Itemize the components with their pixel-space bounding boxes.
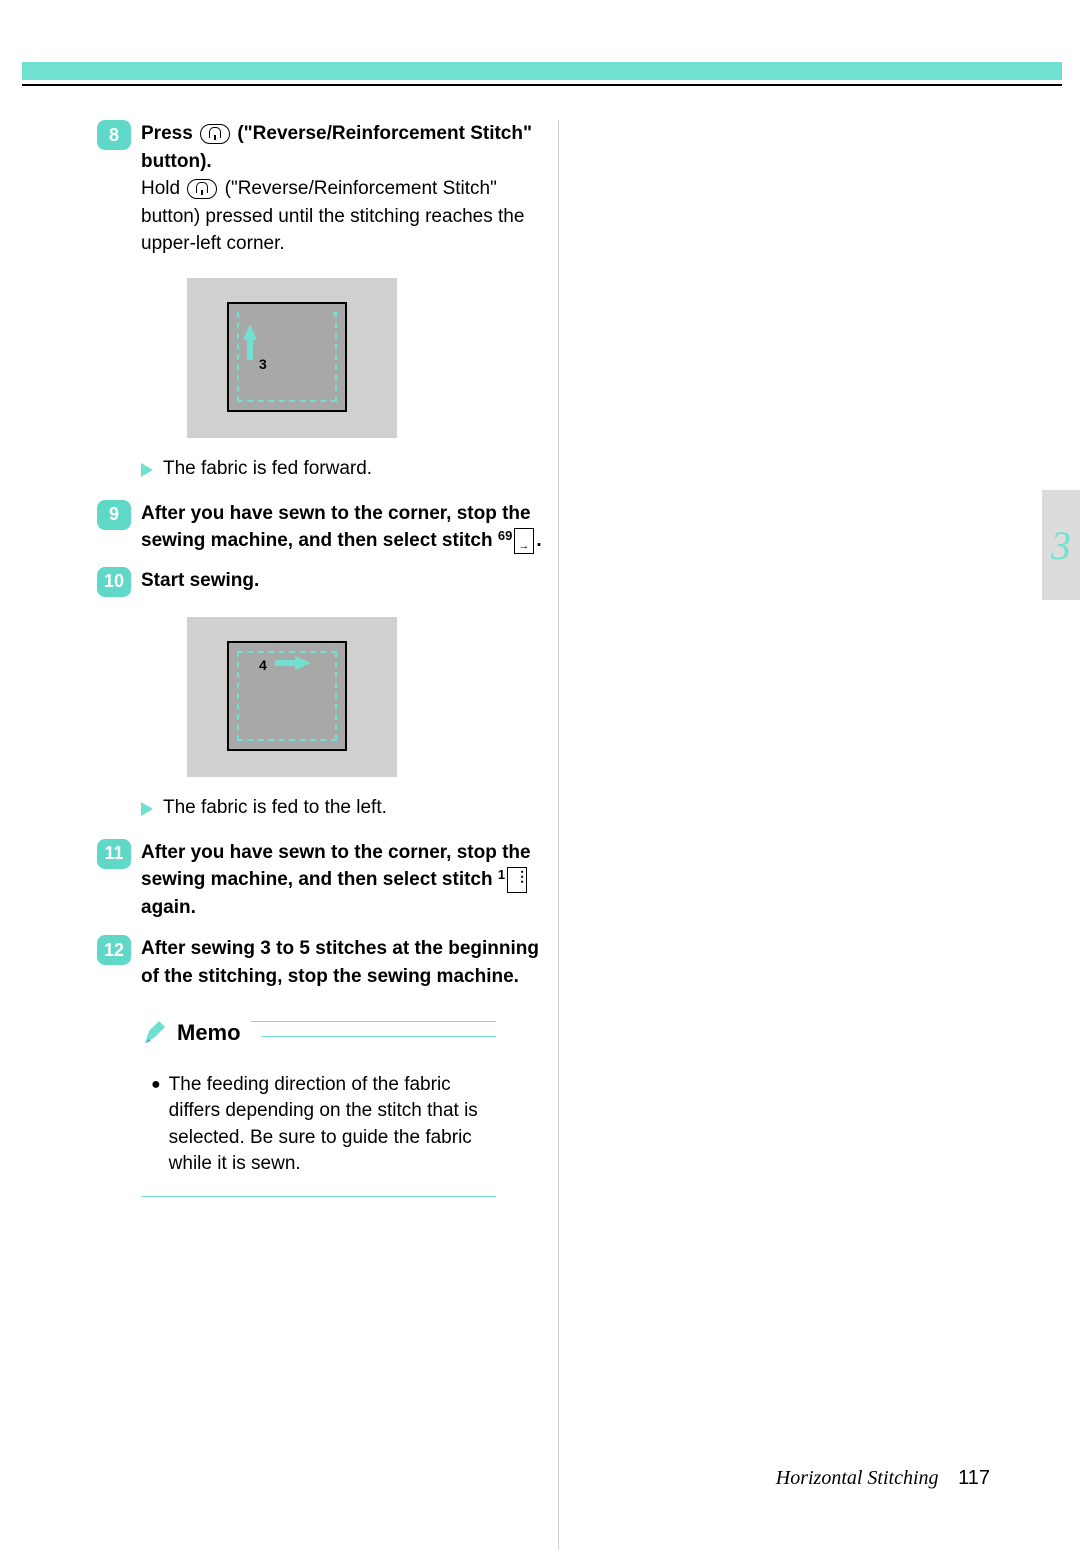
memo-pencil-icon — [141, 1019, 169, 1047]
step-12: 12 After sewing 3 to 5 stitches at the b… — [97, 935, 547, 990]
header-accent-band — [22, 62, 1062, 80]
step-title-part: Press — [141, 123, 198, 144]
memo-text: The feeding direction of the fabric diff… — [169, 1072, 486, 1178]
column-divider — [558, 120, 559, 1550]
memo-rule — [261, 1036, 496, 1038]
memo-title: Memo — [177, 1020, 241, 1046]
step-8: 8 Press ("Reverse/Reinforcement Stitch" … — [97, 120, 547, 258]
diagram-fabric: 4 — [227, 641, 347, 751]
bullet-icon: ● — [151, 1074, 161, 1178]
stitch-number: 69 — [498, 528, 512, 543]
stitch-path — [333, 312, 337, 316]
step-title-part: again. — [141, 897, 196, 918]
stitch-icon-69 — [514, 528, 534, 554]
reverse-stitch-button-icon — [187, 179, 217, 199]
step-body: Press ("Reverse/Reinforcement Stitch" bu… — [141, 120, 547, 258]
main-content: 8 Press ("Reverse/Reinforcement Stitch" … — [97, 120, 547, 1197]
step-desc-part: Hold — [141, 178, 185, 199]
step-9: 9 After you have sewn to the corner, sto… — [97, 500, 547, 555]
page-footer: Horizontal Stitching 117 — [776, 1467, 990, 1490]
memo-box: Memo ● The feeding direction of the fabr… — [141, 1021, 496, 1197]
step-number-badge: 12 — [97, 935, 131, 965]
result-text: The fabric is fed forward. — [163, 458, 372, 480]
step-body: After you have sewn to the corner, stop … — [141, 839, 547, 922]
step-number-badge: 9 — [97, 500, 131, 530]
chapter-tab: 3 — [1042, 490, 1080, 600]
feed-arrow-icon — [243, 324, 257, 340]
triangle-bullet-icon — [141, 463, 153, 477]
diagram-label: 3 — [259, 356, 267, 372]
diagram-fabric-forward: 3 — [187, 278, 397, 438]
result-text: The fabric is fed to the left. — [163, 797, 387, 819]
diagram-label: 4 — [259, 657, 267, 673]
step-body: After sewing 3 to 5 stitches at the begi… — [141, 935, 547, 990]
step-number-badge: 11 — [97, 839, 131, 869]
stitch-icon-1 — [507, 867, 527, 893]
header-rule — [22, 84, 1062, 86]
stitch-number: 1 — [498, 867, 505, 882]
step-number-badge: 8 — [97, 120, 131, 150]
result-line: The fabric is fed forward. — [141, 458, 547, 480]
memo-header: Memo — [141, 1019, 251, 1047]
triangle-bullet-icon — [141, 802, 153, 816]
result-line: The fabric is fed to the left. — [141, 797, 547, 819]
step-11: 11 After you have sewn to the corner, st… — [97, 839, 547, 922]
step-title-part: . — [536, 530, 541, 551]
step-body: Start sewing. — [141, 567, 547, 597]
step-number-badge: 10 — [97, 567, 131, 597]
step-title-part: After you have sewn to the corner, stop … — [141, 503, 531, 552]
diagram-fabric-left: 4 — [187, 617, 397, 777]
footer-section-title: Horizontal Stitching — [776, 1467, 939, 1489]
step-title-part: After you have sewn to the corner, stop … — [141, 842, 531, 891]
feed-arrow-icon — [295, 656, 311, 670]
diagram-fabric: 3 — [227, 302, 347, 412]
step-body: After you have sewn to the corner, stop … — [141, 500, 547, 555]
reverse-stitch-button-icon — [200, 124, 230, 144]
step-10: 10 Start sewing. — [97, 567, 547, 597]
memo-item: ● The feeding direction of the fabric di… — [151, 1072, 486, 1178]
footer-page-number: 117 — [958, 1467, 990, 1489]
